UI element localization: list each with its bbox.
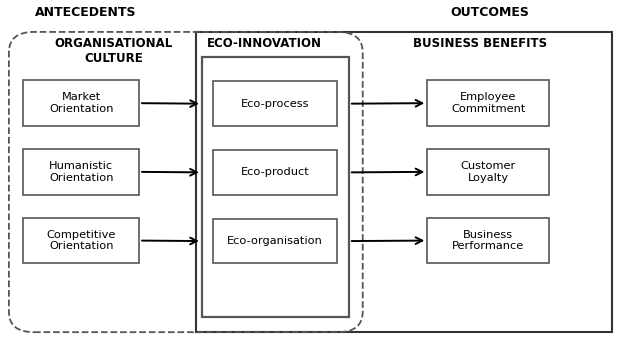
- Text: OUTCOMES: OUTCOMES: [450, 6, 529, 19]
- FancyBboxPatch shape: [427, 80, 549, 126]
- Text: Eco-process: Eco-process: [241, 99, 309, 109]
- FancyBboxPatch shape: [213, 81, 337, 126]
- FancyBboxPatch shape: [427, 218, 549, 264]
- Text: Eco-product: Eco-product: [241, 167, 309, 177]
- Text: ORGANISATIONAL
CULTURE: ORGANISATIONAL CULTURE: [55, 37, 173, 65]
- Text: Humanistic
Orientation: Humanistic Orientation: [49, 161, 113, 183]
- FancyBboxPatch shape: [23, 149, 139, 195]
- Text: Customer
Loyalty: Customer Loyalty: [460, 161, 516, 183]
- FancyBboxPatch shape: [23, 80, 139, 126]
- Text: Eco-organisation: Eco-organisation: [227, 236, 323, 246]
- FancyBboxPatch shape: [427, 149, 549, 195]
- FancyBboxPatch shape: [23, 218, 139, 264]
- Text: ANTECEDENTS: ANTECEDENTS: [35, 6, 136, 19]
- Text: Employee
Commitment: Employee Commitment: [451, 92, 525, 114]
- Text: ECO-INNOVATION: ECO-INNOVATION: [207, 37, 322, 50]
- FancyBboxPatch shape: [213, 219, 337, 264]
- Text: Competitive
Orientation: Competitive Orientation: [47, 230, 116, 251]
- Text: Business
Performance: Business Performance: [452, 230, 525, 251]
- FancyBboxPatch shape: [213, 150, 337, 195]
- Text: BUSINESS BENEFITS: BUSINESS BENEFITS: [413, 37, 547, 50]
- Text: Market
Orientation: Market Orientation: [49, 92, 113, 114]
